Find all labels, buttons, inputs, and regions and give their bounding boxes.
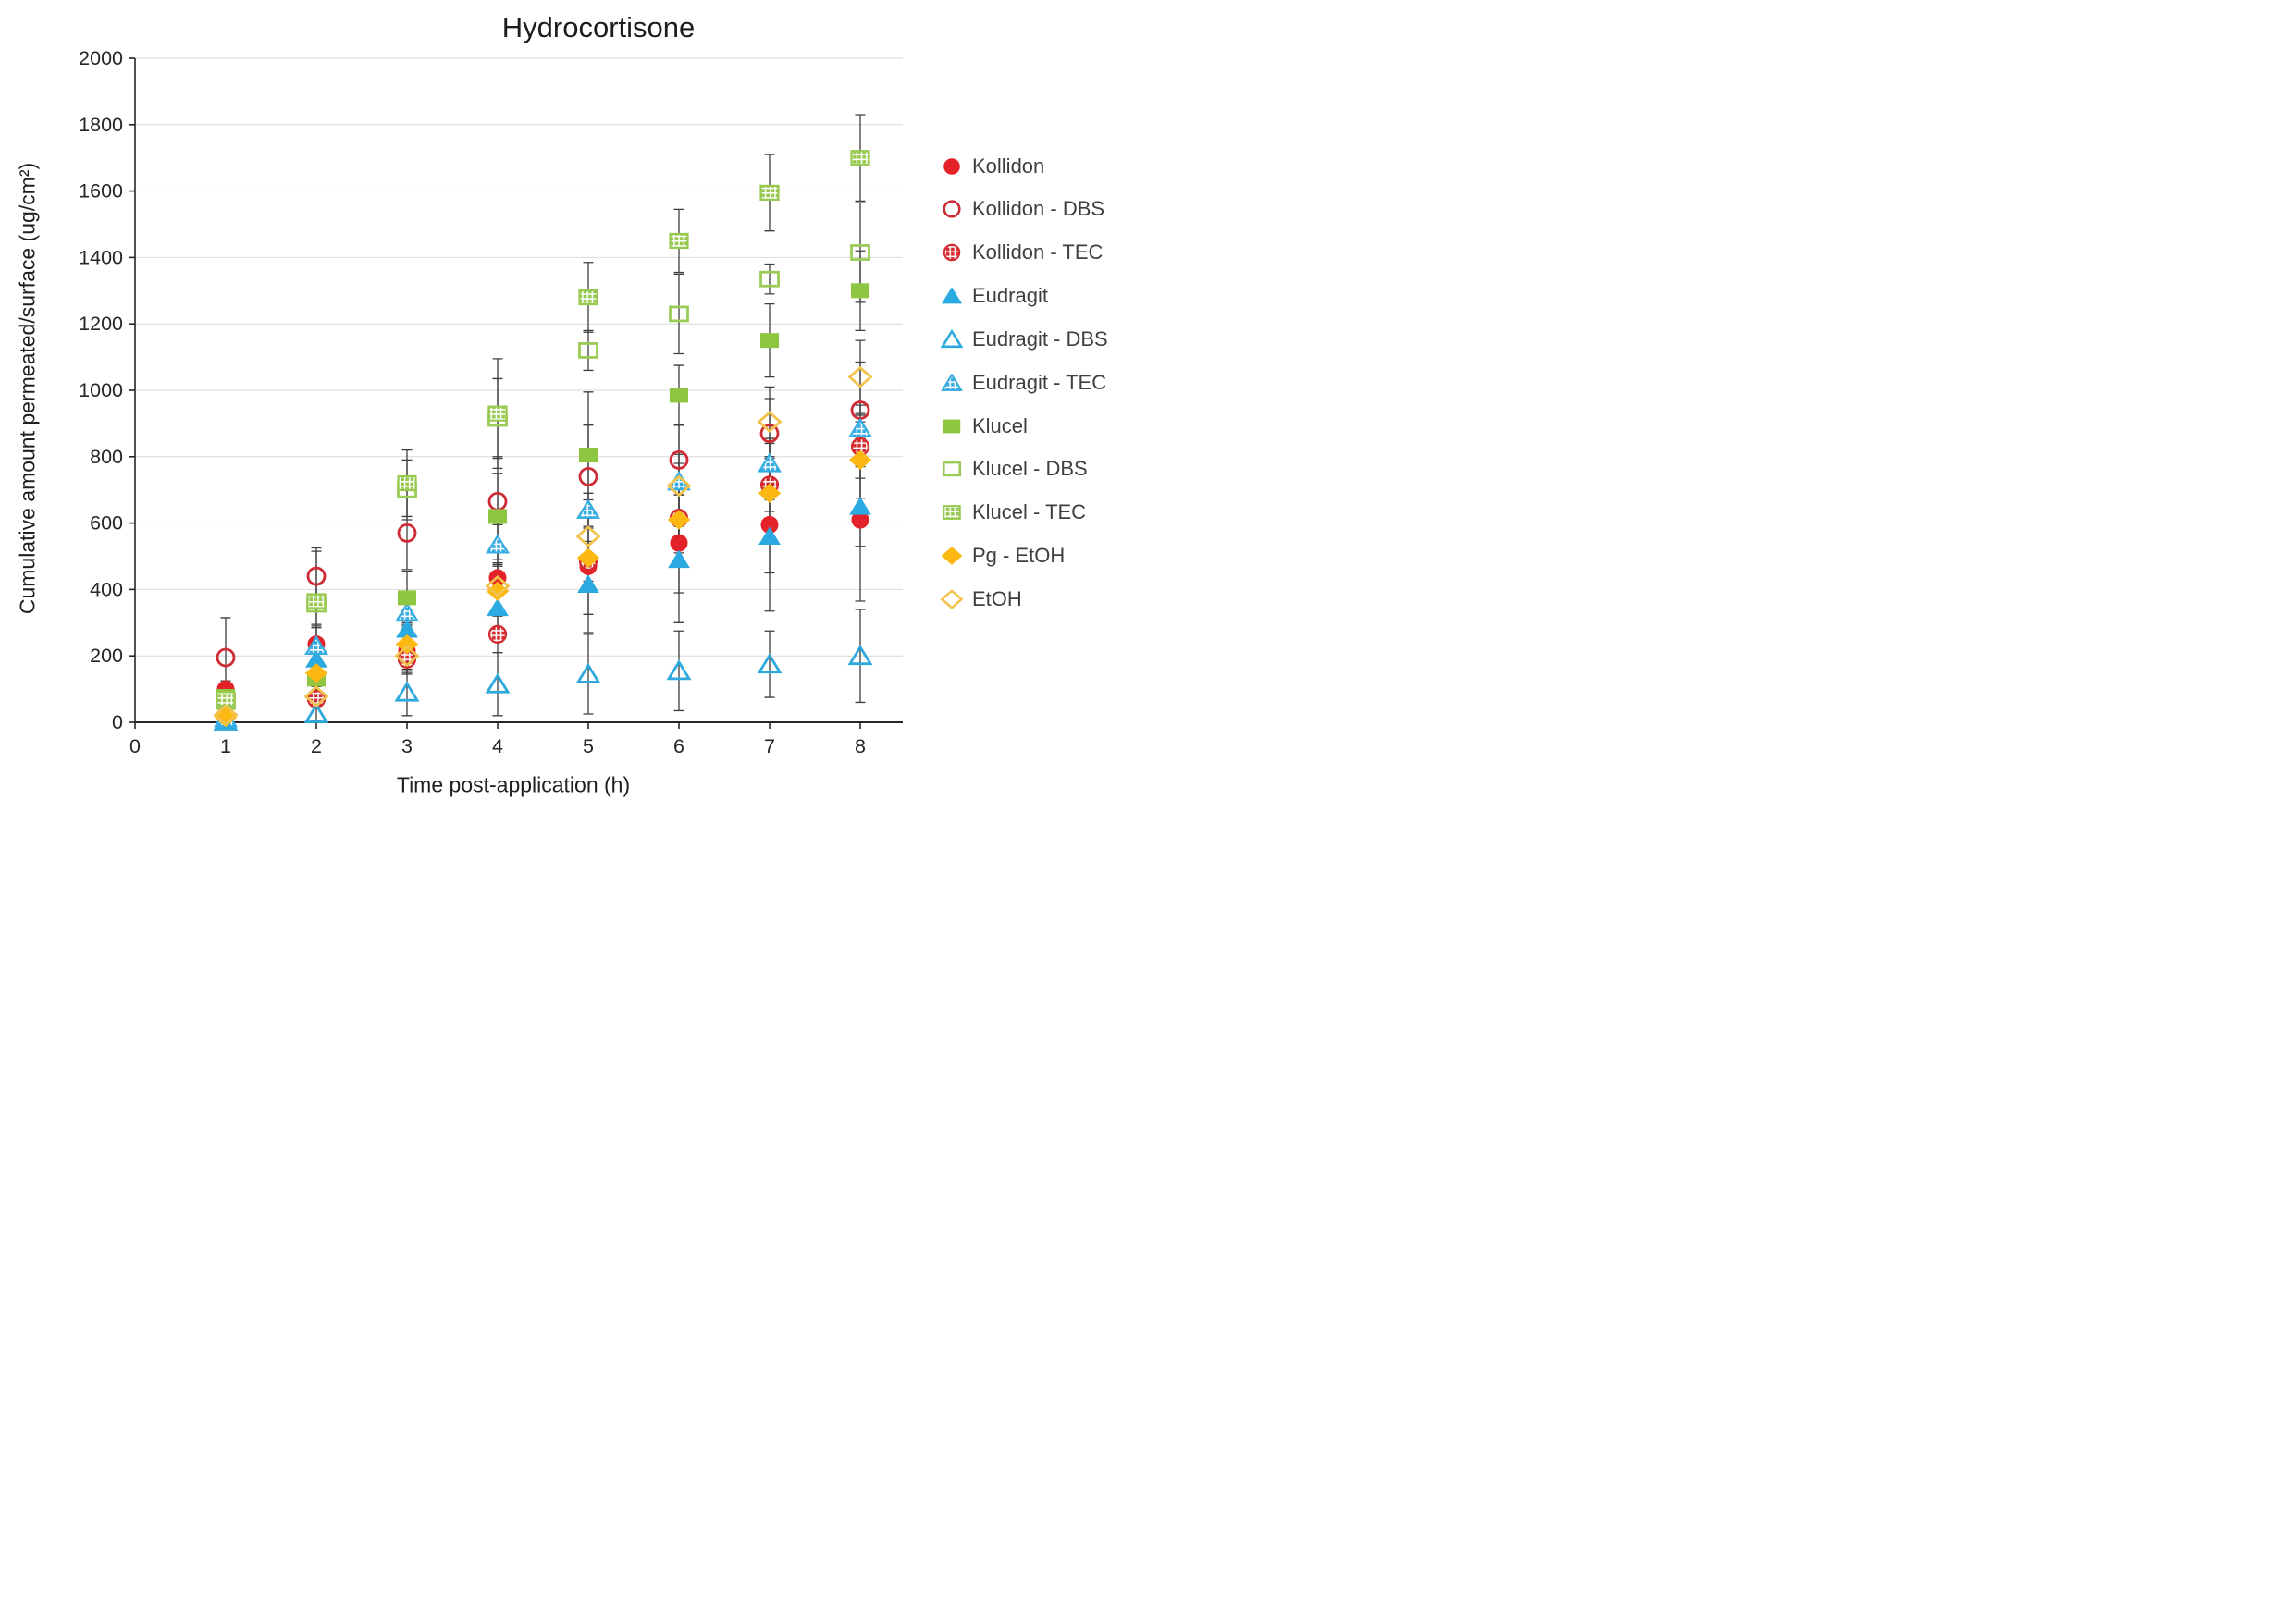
data-point-marker [487,597,509,617]
data-point-marker [303,685,329,707]
data-point-marker [394,645,420,668]
x-axis-ticks: 0 1 2 3 4 5 6 7 8 [130,722,866,757]
error-bar [764,630,775,698]
data-point-marker [666,474,692,498]
y-tick-label: 600 [90,512,123,535]
error-bar [401,668,413,717]
y-tick-label: 1200 [79,313,123,335]
data-point-marker [758,483,782,503]
data-point-marker [485,672,511,694]
y-tick-label: 200 [90,645,123,667]
data-point-marker [394,681,420,702]
data-point-marker [397,523,417,543]
error-bars [220,114,866,724]
x-tick-label: 0 [130,735,141,757]
x-tick-label: 7 [764,735,775,757]
data-point-marker [303,702,329,723]
data-point-marker [670,388,688,403]
data-point-marker [849,497,871,515]
data-point-marker [851,283,870,299]
chart-title: Hydrocortisone [501,11,696,43]
data-point-marker [487,405,508,422]
chart-canvas: 0 200 400 600 800 1000 1200 1400 1600 1800 2000 0 1 2… [79,47,903,757]
data-point-marker [757,411,783,433]
y-tick-label: 1400 [79,246,123,268]
data-point-marker [847,645,873,666]
data-points [213,150,873,731]
data-point-marker [306,593,327,609]
x-tick-label: 3 [401,735,413,757]
error-bar [673,630,684,712]
data-point-marker [757,652,783,674]
gridlines [135,57,903,657]
data-point-marker [669,305,689,323]
data-point-marker [758,526,781,545]
data-point-marker [850,244,870,261]
data-point-marker [577,574,599,594]
data-point-marker [578,342,598,359]
error-bar [764,386,775,458]
x-tick-label: 8 [855,735,866,757]
data-point-marker [216,647,236,668]
x-axis-title: Time post-application (h) [396,772,631,797]
y-tick-label: 0 [112,711,123,733]
data-point-marker [575,662,601,683]
data-point-marker [576,547,600,568]
data-point-marker [760,333,779,349]
data-point-marker [213,704,239,726]
x-tick-label: 5 [583,735,594,757]
data-point-marker [667,510,691,530]
data-point-marker [578,466,598,486]
data-point-marker [216,691,236,707]
x-tick-label: 1 [220,735,231,757]
data-point-marker [759,270,780,288]
data-point-marker [670,534,688,552]
data-point-marker [486,534,510,554]
y-tick-label: 1800 [79,114,123,136]
data-point-marker [576,498,600,519]
data-point-marker [304,634,328,656]
data-point-marker [485,574,511,597]
y-tick-label: 2000 [79,47,123,69]
y-tick-label: 1000 [79,379,123,401]
data-point-marker [666,659,692,681]
error-bar [583,329,594,372]
data-point-marker [304,663,328,683]
error-bar [673,273,684,355]
data-point-marker [847,365,873,388]
error-bar [764,263,775,295]
chart-page: Hydrocortisone Cumulative amount permeat… [0,0,1147,812]
data-point-marker [306,566,327,586]
data-point-marker [669,232,689,250]
error-bar [492,651,503,717]
x-tick-label: 6 [673,735,684,757]
x-tick-label: 2 [311,735,322,757]
data-point-marker [488,509,507,524]
data-point-marker [668,549,690,569]
data-point-marker [579,448,598,463]
data-point-marker [398,590,416,606]
data-point-marker [850,150,870,166]
data-point-marker [395,634,419,655]
data-point-marker [487,624,508,644]
error-bar [583,634,594,715]
error-bar [855,609,866,704]
y-axis-ticks: 0 200 400 600 800 1000 1200 1400 1600 1800 2000 [79,47,135,733]
data-point-marker [848,417,872,437]
data-point-marker [397,474,417,492]
data-point-marker [578,289,598,306]
data-point-marker [759,424,780,444]
data-point-marker [759,184,780,201]
data-point-marker [669,449,689,470]
y-tick-label: 400 [90,578,123,600]
data-point-marker [850,437,870,457]
data-point-marker [575,525,601,547]
data-point-marker [395,601,419,622]
data-point-marker [214,707,238,728]
data-point-marker [758,452,782,473]
data-point-marker [848,449,872,471]
y-tick-label: 1600 [79,180,123,203]
x-tick-label: 4 [492,735,503,757]
y-tick-label: 800 [90,446,123,468]
